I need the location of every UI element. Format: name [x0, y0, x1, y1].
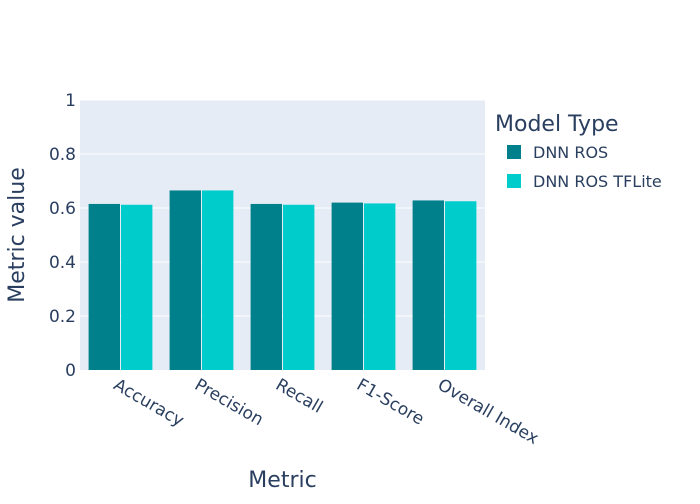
x-tick-label: Precision — [191, 375, 267, 430]
legend-swatch — [507, 174, 521, 188]
bar-dnn-ros-precision — [169, 190, 201, 370]
x-axis-title: Metric — [248, 468, 316, 493]
y-tick-label: 1 — [65, 91, 76, 111]
y-tick-label: 0.6 — [49, 199, 76, 219]
legend-label: DNN ROS TFLite — [533, 172, 662, 191]
bar-dnn-ros-recall — [250, 203, 282, 370]
bar-dnn-ros-overall-index — [412, 200, 444, 370]
bar-dnn-ros-tflite-overall-index — [445, 201, 477, 370]
legend-label: DNN ROS — [533, 143, 608, 162]
bar-dnn-ros-tflite-accuracy — [121, 204, 153, 370]
y-tick-label: 0 — [65, 361, 76, 381]
bar-dnn-ros-f1-score — [331, 202, 363, 370]
y-tick-label: 0.8 — [49, 145, 76, 165]
bar-dnn-ros-tflite-precision — [202, 190, 234, 370]
legend-title: Model Type — [495, 112, 619, 137]
x-tick-label: F1-Score — [353, 375, 427, 429]
legend-swatch — [507, 145, 521, 159]
bar-dnn-ros-accuracy — [88, 203, 120, 370]
x-tick-label: Recall — [272, 375, 326, 418]
y-axis-title: Metric value — [5, 167, 30, 302]
bar-dnn-ros-tflite-recall — [283, 204, 315, 370]
bar-dnn-ros-tflite-f1-score — [364, 203, 396, 370]
x-tick-label: Accuracy — [110, 375, 187, 431]
y-tick-label: 0.2 — [49, 307, 76, 327]
x-tick-label: Overall Index — [434, 375, 542, 449]
y-tick-label: 0.4 — [49, 253, 76, 273]
